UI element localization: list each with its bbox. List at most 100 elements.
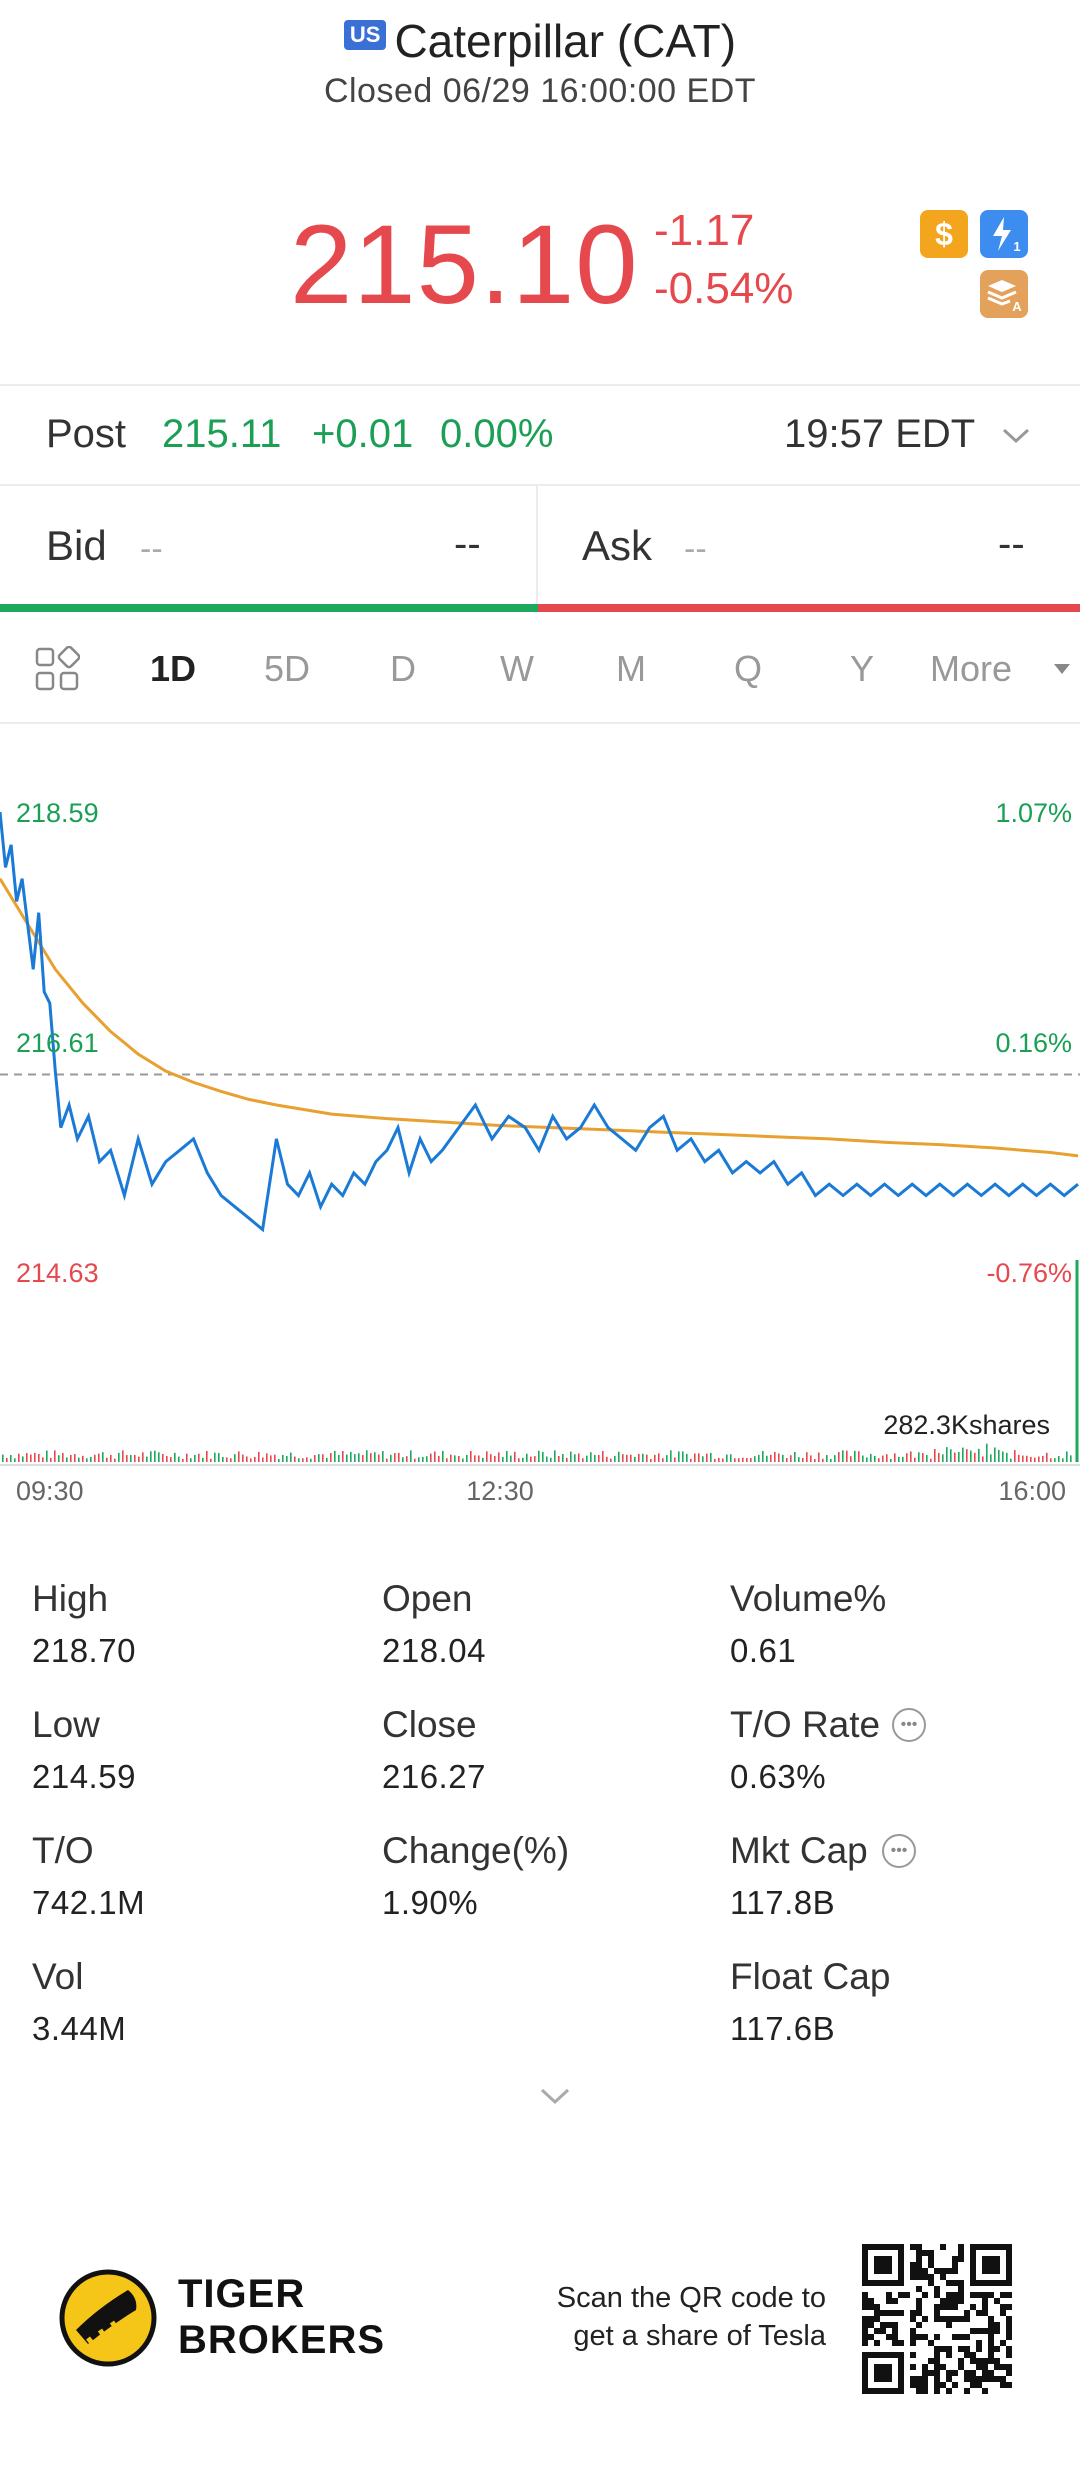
qr-module	[970, 2382, 976, 2388]
qr-module	[958, 2250, 964, 2256]
qr-module	[988, 2358, 994, 2364]
more-info-icon[interactable]: •••	[882, 1834, 916, 1868]
volume-bar	[414, 1458, 416, 1462]
caret-down-icon[interactable]	[1052, 662, 1072, 681]
qr-module	[940, 2274, 946, 2280]
volume-bar	[678, 1451, 680, 1462]
x-label-end: 16:00	[998, 1476, 1066, 1506]
volume-bar	[790, 1455, 792, 1462]
qr-module	[994, 2364, 1000, 2370]
volume-bar	[142, 1452, 144, 1462]
tab-d[interactable]: D	[390, 648, 416, 689]
stack-badge-icon[interactable]: A	[980, 270, 1028, 318]
volume-bar	[682, 1451, 684, 1462]
tab-1d[interactable]: 1D	[150, 648, 197, 689]
volume-bar	[742, 1457, 744, 1462]
volume-bar	[1046, 1452, 1048, 1462]
qr-module	[952, 2316, 958, 2322]
stat-to: 742.1M	[32, 1884, 146, 1921]
volume-bar	[578, 1453, 580, 1462]
qr-module	[1000, 2310, 1006, 2316]
tab-w[interactable]: W	[500, 648, 534, 689]
volume-bar	[510, 1455, 512, 1462]
volume-bar	[230, 1458, 232, 1462]
qr-module	[934, 2352, 940, 2358]
lightning-badge-icon[interactable]: 1	[980, 210, 1028, 258]
volume-bar	[834, 1455, 836, 1462]
qr-module	[976, 2346, 982, 2352]
qr-module	[988, 2346, 994, 2352]
qr-module	[964, 2334, 970, 2340]
volume-bar	[654, 1454, 656, 1462]
qr-module	[934, 2268, 940, 2274]
volume-bar	[586, 1455, 588, 1462]
volume-bar	[966, 1449, 968, 1462]
volume-bar	[214, 1452, 216, 1462]
qr-module	[862, 2334, 868, 2340]
volume-bar	[166, 1456, 168, 1462]
volume-bar	[1050, 1458, 1052, 1462]
qr-module	[958, 2334, 964, 2340]
qr-module	[892, 2298, 898, 2304]
qr-module	[916, 2274, 922, 2280]
qr-module	[922, 2376, 928, 2382]
volume-bar	[1002, 1451, 1004, 1462]
qr-module	[964, 2370, 970, 2376]
volume-bar	[498, 1452, 500, 1462]
volume-bar	[778, 1453, 780, 1462]
qr-module	[1006, 2334, 1012, 2340]
dollar-badge-icon[interactable]: $	[920, 210, 968, 258]
volume-bar	[286, 1455, 288, 1462]
volume-bar	[378, 1454, 380, 1462]
qr-module	[982, 2310, 988, 2316]
volume-bar	[694, 1453, 696, 1462]
post-time: 19:57 EDT	[784, 412, 976, 456]
volume-bar	[238, 1451, 240, 1462]
y-right-bottom-label: -0.76%	[986, 1258, 1072, 1288]
stat-mkt-cap: 117.8B	[730, 1884, 836, 1921]
tab-q[interactable]: Q	[734, 648, 763, 689]
tab-5d[interactable]: 5D	[264, 648, 311, 689]
stat-close-label: Close	[382, 1704, 477, 1745]
intraday-chart[interactable]: 218.59 216.61 214.63 1.07% 0.16% -0.76% …	[0, 720, 1080, 1520]
qr-module	[862, 2298, 868, 2304]
qr-module	[940, 2364, 946, 2370]
volume-bar	[950, 1449, 952, 1462]
more-info-icon[interactable]: •••	[892, 1708, 926, 1742]
expand-chevron-icon[interactable]	[537, 2084, 573, 2113]
volume-bar	[462, 1458, 464, 1462]
divider	[0, 384, 1080, 386]
tab-more[interactable]: More	[930, 648, 1013, 689]
post-change: +0.01	[312, 412, 414, 456]
qr-module	[940, 2244, 946, 2250]
tab-m[interactable]: M	[616, 648, 646, 689]
volume-bar	[870, 1453, 872, 1462]
volume-bar	[786, 1458, 788, 1462]
qr-module	[970, 2292, 976, 2298]
qr-module	[1006, 2322, 1012, 2328]
qr-module	[916, 2250, 922, 2256]
qr-module	[1006, 2316, 1012, 2322]
volume-bar	[310, 1458, 312, 1462]
qr-module	[874, 2340, 880, 2346]
volume-bar	[706, 1453, 708, 1462]
qr-module	[934, 2334, 940, 2340]
volume-bar	[1018, 1454, 1020, 1462]
qr-module	[952, 2280, 958, 2286]
volume-bar	[874, 1455, 876, 1462]
volume-bar	[974, 1452, 976, 1462]
qr-module	[982, 2304, 988, 2310]
tab-y[interactable]: Y	[850, 648, 875, 689]
layout-grid-icon[interactable]	[34, 645, 81, 697]
stat-to-label: T/O	[32, 1830, 94, 1871]
ask-bar	[538, 604, 1080, 612]
qr-module	[892, 2340, 898, 2346]
volume-bar	[18, 1453, 20, 1462]
volume-bar	[198, 1453, 200, 1462]
qr-module	[982, 2298, 988, 2304]
volume-bar	[174, 1452, 176, 1462]
qr-module	[916, 2268, 922, 2274]
y-left-bottom-label: 214.63	[16, 1258, 99, 1288]
chevron-down-icon[interactable]	[998, 424, 1034, 453]
stat-volume-pct-label: Volume%	[730, 1578, 887, 1619]
